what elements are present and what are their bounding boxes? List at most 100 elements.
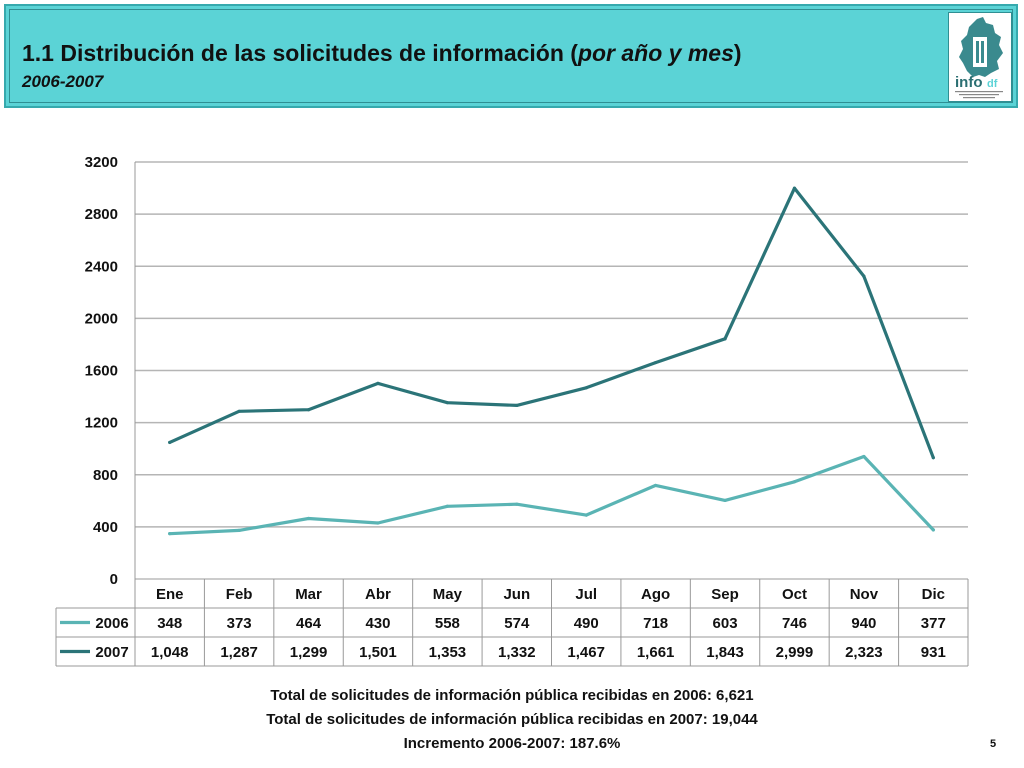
x-tick-label: Jun: [503, 586, 530, 603]
y-tick-label: 400: [93, 519, 118, 536]
series-line-2007: [168, 186, 935, 460]
data-label-2007: 1,843: [706, 644, 744, 661]
y-tick-label: 1200: [85, 415, 118, 432]
data-point-2007: [862, 274, 866, 278]
y-tick-label: 0: [110, 571, 118, 588]
y-axis: 0 400 800 1200 1600 2000 2400 2800 3200: [85, 154, 136, 588]
data-label-2006: 464: [296, 615, 322, 632]
title-prefix: 1.1 Distribución de las solicitudes de i…: [22, 40, 578, 66]
data-point-2006: [654, 483, 658, 488]
x-tick-label: Ene: [156, 586, 184, 603]
data-label-2007: 1,501: [359, 644, 397, 661]
data-label-2007: 1,287: [220, 644, 258, 661]
logo-caption-line: [955, 91, 1003, 93]
data-point-2007: [445, 401, 449, 405]
y-tick-label: 1600: [85, 363, 118, 380]
data-point-2007: [306, 408, 311, 412]
data-point-2006: [515, 502, 519, 506]
data-label-2006: 377: [921, 615, 946, 632]
data-point-2006: [445, 504, 449, 508]
infodf-logo-graphic: info df: [955, 17, 1003, 99]
data-point-2007: [237, 409, 241, 413]
infodf-logo: info df: [948, 12, 1012, 102]
data-label-2006: 373: [227, 615, 252, 632]
data-label-2007: 1,332: [498, 644, 536, 661]
data-point-2006: [168, 532, 172, 536]
data-label-2006: 558: [435, 615, 460, 632]
data-label-2007: 1,661: [637, 644, 675, 661]
data-label-2006: 603: [713, 615, 738, 632]
data-point-2007: [168, 440, 172, 445]
data-label-2006: 574: [504, 615, 530, 632]
data-label-2007: 1,299: [290, 644, 328, 661]
logo-suffix: df: [987, 78, 998, 90]
total-2007: Total de solicitudes de información públ…: [266, 711, 758, 728]
slide-header: 1.1 Distribución de las solicitudes de i…: [4, 4, 1018, 108]
x-tick-label: Abr: [365, 586, 391, 603]
data-point-2007: [723, 337, 727, 341]
data-table: Ene Feb Mar Abr May Jun Jul Ago Sep Oct Nov Dic 2006…: [55, 578, 969, 667]
data-label-2007: 1,353: [429, 644, 467, 661]
x-tick-label: Oct: [782, 586, 807, 603]
data-label-2006: 718: [643, 615, 668, 632]
y-tick-label: 2800: [85, 206, 118, 223]
data-point-2007: [792, 186, 797, 190]
data-point-2006: [584, 513, 588, 517]
data-point-2007: [931, 456, 935, 460]
data-point-2006: [723, 498, 727, 503]
logo-caption-line: [959, 94, 999, 96]
data-point-2007: [376, 381, 380, 386]
y-tick-label: 800: [93, 467, 118, 484]
logo-caption-line: [963, 97, 995, 99]
slide-subtitle: 2006-2007: [22, 72, 104, 91]
data-point-2007: [584, 386, 588, 390]
x-tick-label: Ago: [641, 586, 670, 603]
data-point-2006: [237, 528, 241, 532]
data-label-2006: 940: [851, 615, 876, 632]
data-point-2007: [515, 403, 519, 408]
totals-summary: Total de solicitudes de información públ…: [0, 684, 1024, 756]
x-tick-label: Sep: [711, 586, 739, 603]
legend-label-2006: 2006: [95, 615, 128, 632]
data-label-2007: 1,048: [151, 644, 189, 661]
x-tick-label: Dic: [922, 586, 945, 603]
data-point-2006: [792, 480, 797, 484]
slide-title: 1.1 Distribución de las solicitudes de i…: [22, 40, 742, 67]
title-suffix: ): [733, 40, 742, 66]
y-tick-label: 2400: [85, 258, 118, 275]
page-number: 5: [990, 738, 997, 750]
title-emphasis: por año y mes: [577, 40, 734, 66]
increase-percent: Incremento 2006-2007: 187.6%: [403, 735, 621, 752]
x-tick-label: Feb: [226, 586, 253, 603]
data-label-2006: 490: [574, 615, 599, 632]
data-label-2006: 430: [365, 615, 390, 632]
data-label-2007: 2,999: [776, 644, 814, 661]
data-label-2007: 1,467: [567, 644, 605, 661]
data-point-2006: [376, 521, 380, 525]
data-point-2007: [654, 360, 658, 365]
y-tick-label: 3200: [85, 154, 118, 171]
total-2006: Total de solicitudes de información públ…: [270, 687, 754, 704]
data-label-2007: 2,323: [845, 644, 883, 661]
data-label-2006: 348: [157, 615, 182, 632]
data-label-2007: 931: [921, 644, 946, 661]
data-label-2006: 746: [782, 615, 807, 632]
x-tick-label: Nov: [850, 586, 879, 603]
series-lines: [168, 186, 935, 536]
monument-detail: [976, 41, 979, 63]
x-tick-label: May: [433, 586, 463, 603]
slide-header-border: [9, 9, 1013, 103]
x-tick-label: Mar: [295, 586, 322, 603]
series-line-2006: [168, 454, 935, 536]
data-point-2006: [306, 516, 311, 521]
legend-label-2007: 2007: [95, 644, 128, 661]
logo-text: info: [955, 74, 983, 91]
data-point-2006: [862, 454, 866, 459]
gridlines: [135, 161, 968, 528]
line-chart: 0 400 800 1200 1600 2000 2400 2800 3200 Ene Feb Ma…: [55, 154, 969, 667]
x-tick-label: Jul: [575, 586, 597, 603]
monument-detail: [981, 41, 984, 63]
y-tick-label: 2000: [85, 310, 118, 327]
monument-icon: [973, 37, 987, 67]
data-point-2006: [931, 528, 935, 532]
